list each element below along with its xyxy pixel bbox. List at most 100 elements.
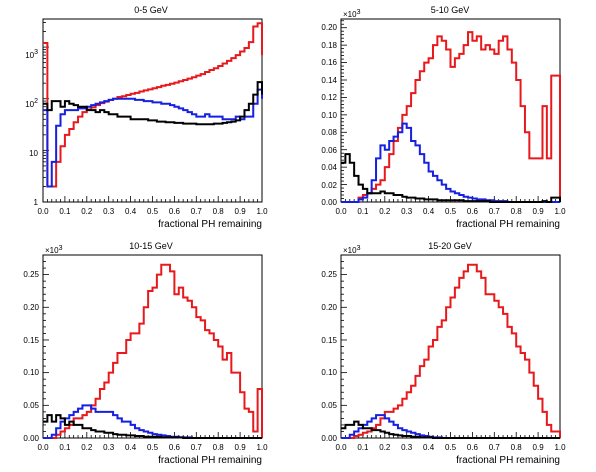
panel-title: 5-10 GeV: [431, 5, 470, 15]
plot-frame: [340, 254, 561, 439]
y-tick-label: 0.20: [321, 23, 337, 32]
y-tick-label: 0.04: [321, 163, 337, 172]
x-axis-title: fractional PH remaining: [158, 455, 262, 466]
y-tick-label: 0.05: [23, 401, 39, 410]
histogram-series-0: [43, 22, 263, 188]
x-tick-labels: 0.0 0.1 0.2 0.3 0.4 0.5 0.6 0.7 0.8 0.9 …: [37, 443, 268, 452]
panel-5-10-gev: 5-10 GeV ×103 0.0 0.1 0.2 0.3 0.4 0.5 0.…: [321, 5, 566, 230]
x-axis-title: fractional PH remaining: [456, 455, 560, 466]
x-tick-labels: 0.0 0.1 0.2 0.3 0.4 0.5 0.6 0.7 0.8 0.9 …: [335, 443, 566, 452]
x-tick-label: 0.8: [213, 443, 225, 452]
y-tick-label: 103: [25, 49, 38, 60]
x-tick-label: 0.0: [335, 443, 347, 452]
plot-frame: [340, 18, 561, 203]
y-multiplier: ×103: [343, 245, 361, 255]
x-tick-labels: 0.0 0.1 0.2 0.3 0.4 0.5 0.6 0.7 0.8 0.9 …: [335, 207, 566, 216]
y-tick-labels: 0.00 0.02 0.04 0.06 0.08 0.10 0.12 0.14 …: [321, 23, 337, 207]
series-layer: [340, 20, 561, 203]
y-multiplier: ×103: [343, 9, 361, 19]
x-tick-label: 0.3: [401, 443, 413, 452]
x-tick-label: 0.8: [511, 207, 523, 216]
histogram-series-2: [43, 414, 262, 439]
x-tick-label: 0.9: [533, 207, 545, 216]
x-tick-label: 0.3: [103, 443, 115, 452]
y-tick-label: 0.06: [321, 146, 337, 155]
x-tick-label: 0.6: [169, 207, 181, 216]
histogram-series-0: [43, 263, 263, 439]
x-tick-label: 0.9: [533, 443, 545, 452]
x-tick-label: 0.4: [423, 443, 435, 452]
y-tick-label: 0.15: [23, 336, 39, 345]
y-tick-labels: 1 10 102 103: [25, 49, 38, 207]
x-tick-label: 0.2: [379, 207, 391, 216]
y-tick-label: 0.00: [321, 198, 337, 207]
y-tick-labels: 0.00 0.05 0.10 0.15 0.20 0.25: [321, 270, 337, 443]
y-tick-label: 102: [25, 98, 38, 109]
y-multiplier: ×103: [45, 245, 63, 255]
panel-15-20-gev: 15-20 GeV ×103 0.0 0.1 0.2 0.3 0.4 0.5 0…: [321, 241, 566, 466]
panel-title: 0-5 GeV: [134, 5, 168, 15]
x-tick-label: 0.7: [489, 207, 501, 216]
x-axis-title: fractional PH remaining: [158, 219, 262, 230]
x-tick-label: 0.6: [467, 443, 479, 452]
x-tick-label: 0.1: [357, 207, 369, 216]
x-tick-label: 0.7: [489, 443, 501, 452]
x-tick-label: 0.1: [357, 443, 369, 452]
x-tick-labels: 0.0 0.1 0.2 0.3 0.4 0.5 0.6 0.7 0.8 0.9 …: [37, 207, 268, 216]
x-tick-label: 0.6: [169, 443, 181, 452]
y-tick-label: 0.25: [23, 270, 39, 279]
x-tick-label: 0.4: [423, 207, 435, 216]
x-tick-label: 0.7: [191, 443, 203, 452]
y-tick-labels: 0.00 0.05 0.10 0.15 0.20 0.25: [23, 270, 39, 443]
x-tick-label: 0.6: [467, 207, 479, 216]
series-layer: [42, 22, 263, 203]
series-layer: [42, 254, 263, 439]
panel-title: 15-20 GeV: [428, 241, 472, 251]
x-tick-label: 0.9: [235, 443, 247, 452]
y-tick-label: 0.10: [23, 368, 39, 377]
y-tick-label: 0.10: [321, 111, 337, 120]
x-tick-label: 0.1: [59, 443, 71, 452]
y-tick-label: 0.02: [321, 181, 337, 190]
x-tick-label: 0.5: [445, 443, 457, 452]
x-tick-label: 0.2: [379, 443, 391, 452]
panel-10-15-gev: 10-15 GeV ×103 0.0 0.1 0.2 0.3 0.4 0.5 0…: [23, 241, 268, 466]
y-tick-label: 0.20: [23, 303, 39, 312]
histogram-series-2: [341, 420, 560, 439]
y-tick-label: 0.18: [321, 41, 337, 50]
y-tick-label: 0.20: [321, 303, 337, 312]
panel-title: 10-15 GeV: [129, 241, 173, 251]
x-tick-label: 1.0: [554, 443, 566, 452]
histogram-series-1: [341, 122, 560, 203]
x-tick-label: 0.4: [125, 443, 137, 452]
y-tick-label: 0.00: [23, 434, 39, 443]
x-tick-label: 0.8: [213, 207, 225, 216]
x-tick-label: 0.0: [37, 443, 49, 452]
plot-frame: [42, 254, 263, 439]
y-tick-label: 0.08: [321, 128, 337, 137]
y-tick-label: 10: [29, 149, 38, 158]
y-tick-label: 0.15: [321, 336, 337, 345]
y-tick-label: 0.12: [321, 93, 337, 102]
histogram-series-2: [341, 153, 561, 203]
x-tick-label: 1.0: [256, 207, 268, 216]
x-tick-label: 0.1: [59, 207, 71, 216]
x-tick-label: 0.8: [511, 443, 523, 452]
x-tick-label: 0.0: [37, 207, 49, 216]
histogram-series-1: [43, 404, 262, 439]
x-tick-label: 0.7: [191, 207, 203, 216]
x-axis-title: fractional PH remaining: [456, 219, 560, 230]
y-tick-label: 1: [34, 198, 39, 207]
series-layer: [340, 254, 561, 439]
x-tick-label: 0.0: [335, 207, 347, 216]
x-tick-label: 1.0: [554, 207, 566, 216]
x-tick-label: 1.0: [256, 443, 268, 452]
histogram-series-2: [43, 81, 263, 126]
panel-0-5-gev: 0-5 GeV 0.0 0.1 0.2 0.3 0.4 0.5 0.6 0.7 …: [25, 5, 268, 230]
x-tick-label: 0.4: [125, 207, 137, 216]
x-tick-label: 0.2: [81, 443, 93, 452]
y-tick-label: 0.25: [321, 270, 337, 279]
x-tick-label: 0.2: [81, 207, 93, 216]
x-tick-label: 0.3: [401, 207, 413, 216]
